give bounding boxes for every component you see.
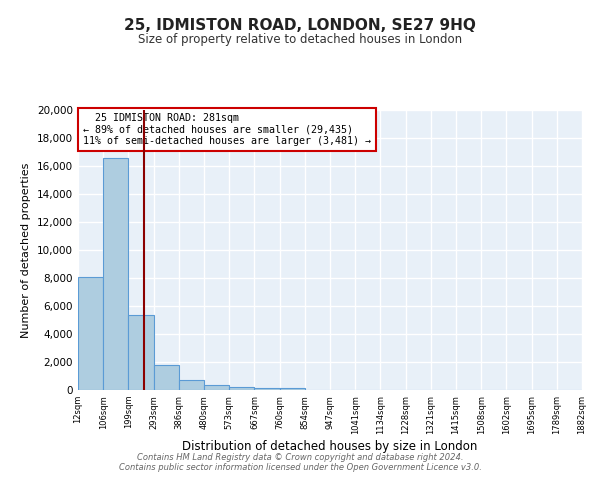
Text: 25 IDMISTON ROAD: 281sqm
← 89% of detached houses are smaller (29,435)
11% of se: 25 IDMISTON ROAD: 281sqm ← 89% of detach… <box>83 113 371 146</box>
Text: 25, IDMISTON ROAD, LONDON, SE27 9HQ: 25, IDMISTON ROAD, LONDON, SE27 9HQ <box>124 18 476 32</box>
Bar <box>103 158 128 390</box>
Bar <box>78 277 103 390</box>
Bar <box>154 366 179 390</box>
Y-axis label: Number of detached properties: Number of detached properties <box>22 162 31 338</box>
Text: Contains public sector information licensed under the Open Government Licence v3: Contains public sector information licen… <box>119 464 481 472</box>
Bar <box>128 315 154 390</box>
Bar <box>280 388 305 390</box>
Bar <box>179 380 204 390</box>
X-axis label: Distribution of detached houses by size in London: Distribution of detached houses by size … <box>182 440 478 452</box>
Bar <box>254 388 280 390</box>
Text: Contains HM Land Registry data © Crown copyright and database right 2024.: Contains HM Land Registry data © Crown c… <box>137 454 463 462</box>
Text: Size of property relative to detached houses in London: Size of property relative to detached ho… <box>138 32 462 46</box>
Bar <box>229 387 254 390</box>
Bar <box>204 385 229 390</box>
